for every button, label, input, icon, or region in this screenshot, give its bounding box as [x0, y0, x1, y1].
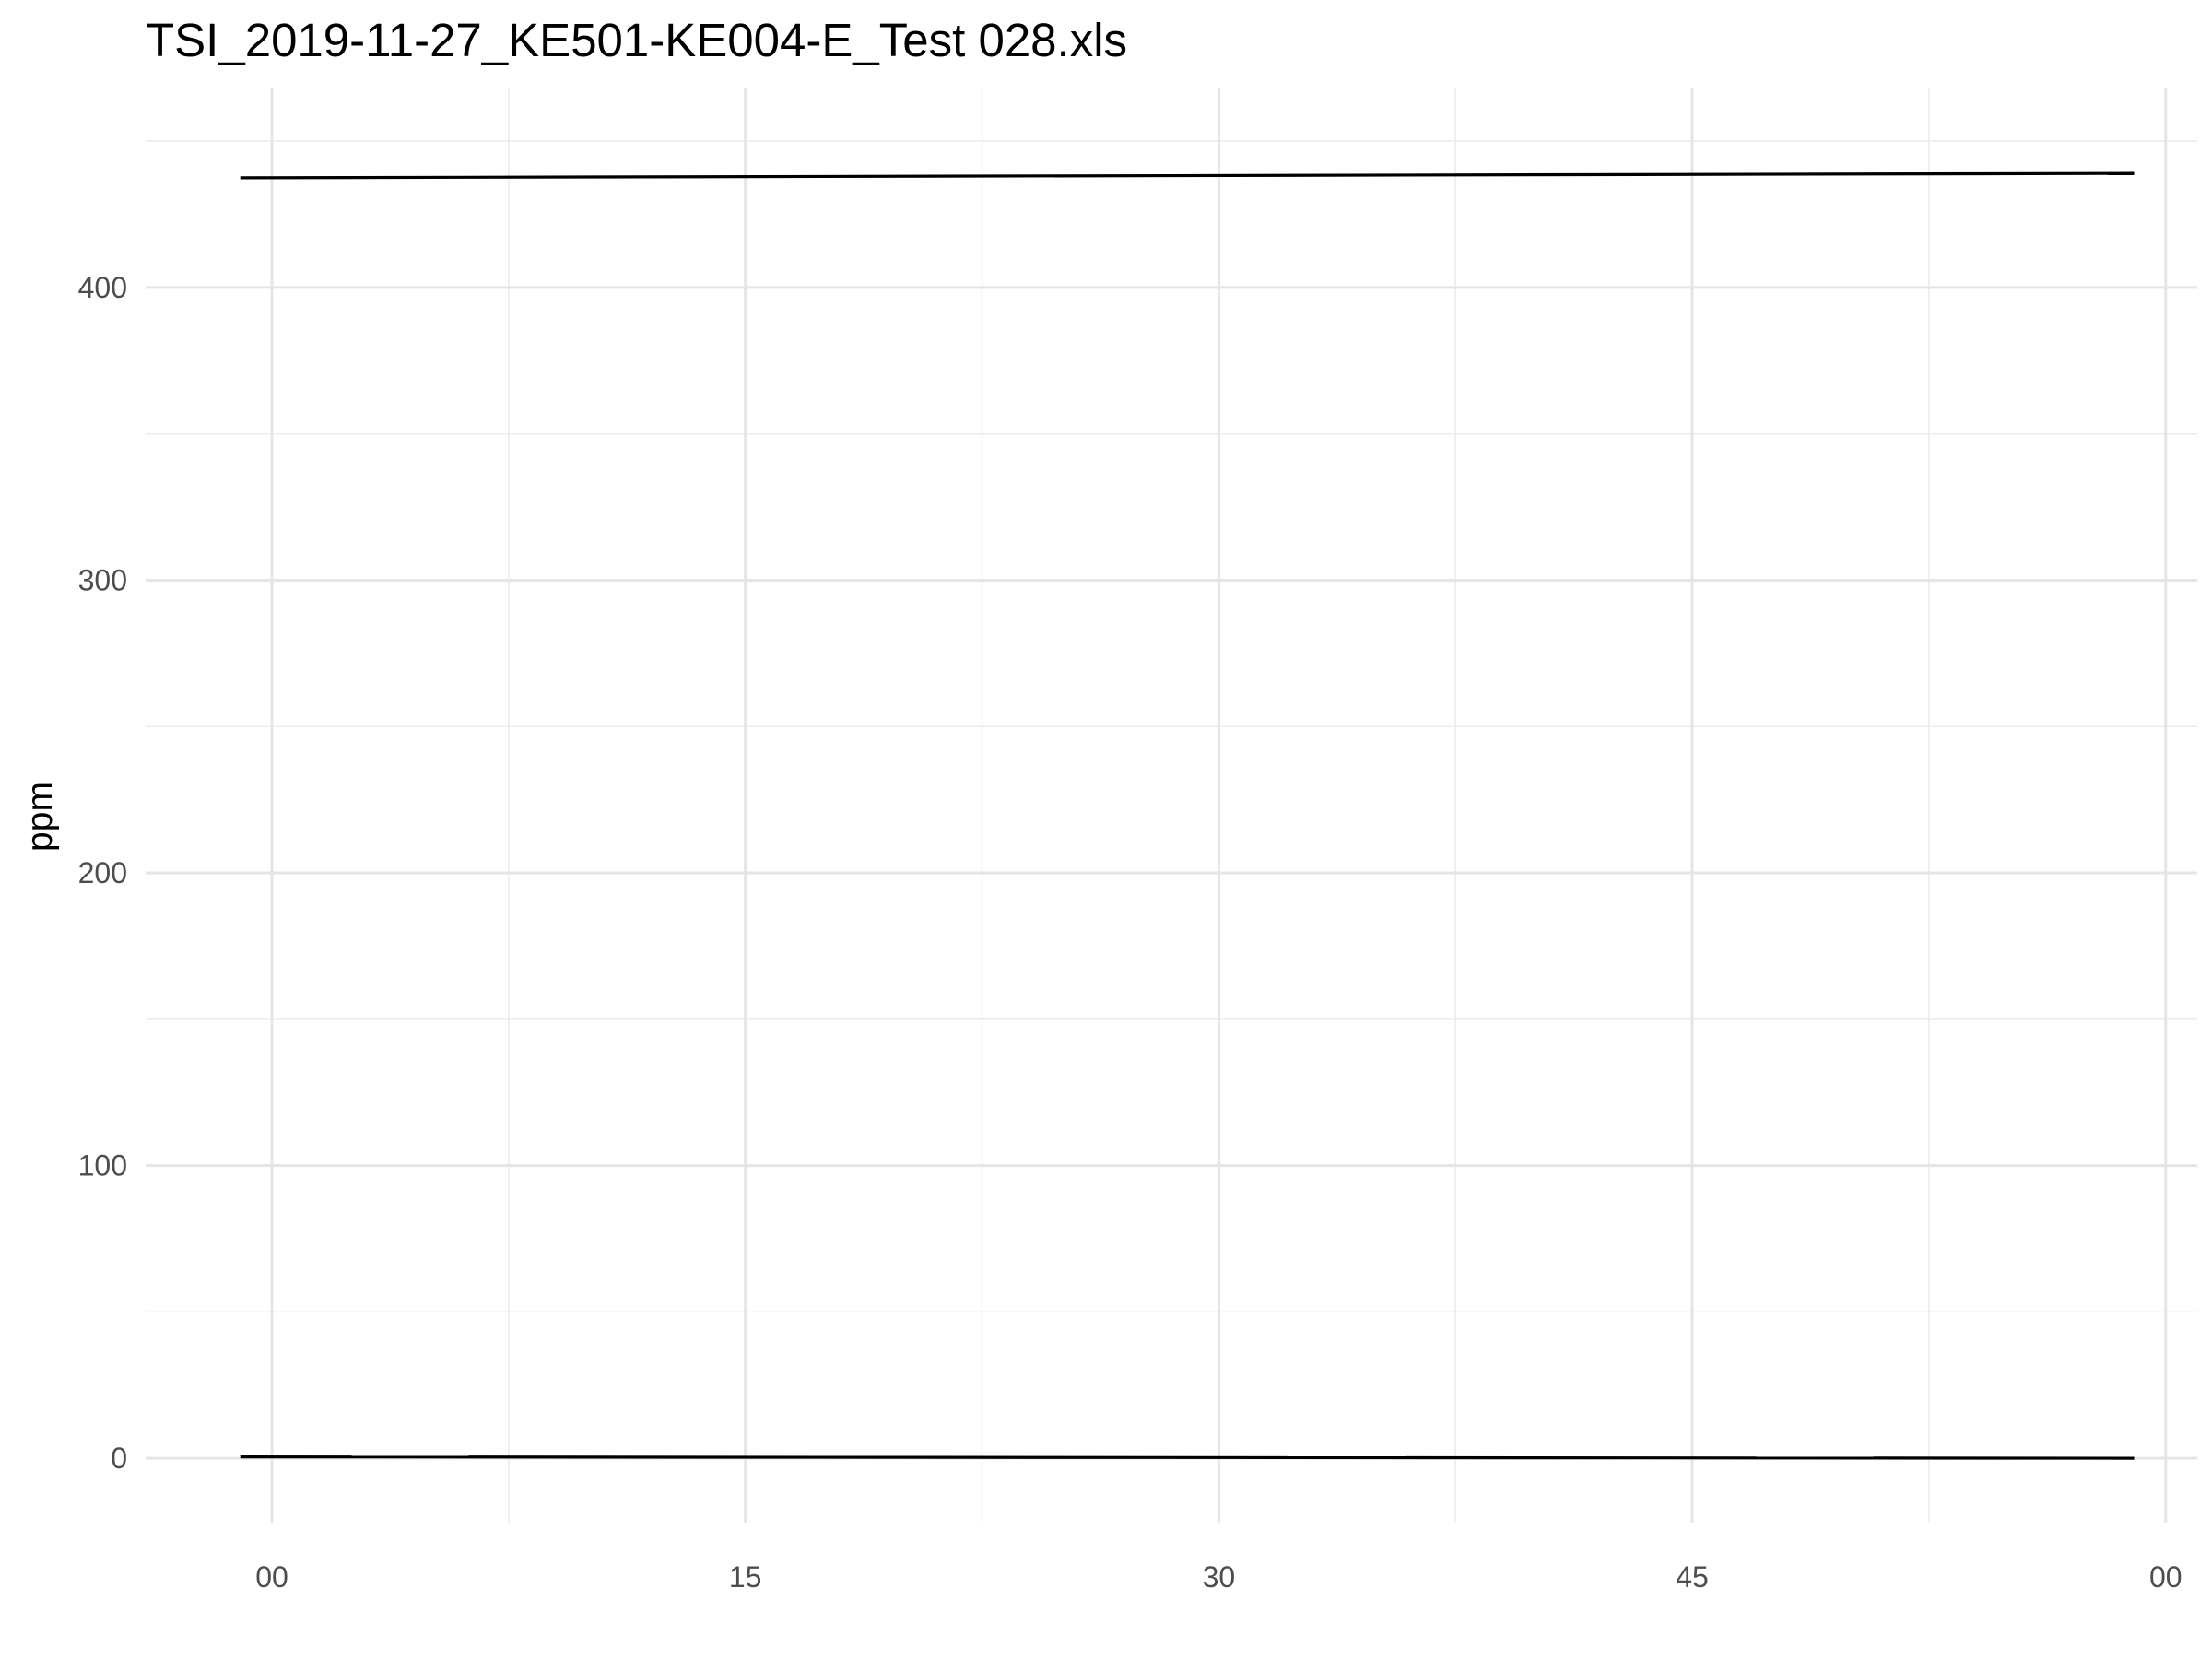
- y-tick-label: 100: [78, 1149, 127, 1182]
- x-tick-label: 15: [729, 1560, 762, 1594]
- x-tick-labels: 00 15 30 45 00: [255, 1560, 2182, 1594]
- minor-gridlines: [146, 88, 2197, 1523]
- y-tick-label: 400: [78, 271, 127, 304]
- series-line-1: [240, 171, 2135, 180]
- series-line-2: [240, 1454, 2135, 1460]
- y-tick-label: 0: [111, 1441, 127, 1475]
- y-tick-label: 200: [78, 856, 127, 889]
- y-tick-labels: 0 100 200 300 400: [78, 271, 127, 1475]
- major-gridlines: [146, 88, 2197, 1523]
- y-tick-label: 300: [78, 563, 127, 596]
- x-tick-label: 00: [2149, 1560, 2183, 1594]
- x-tick-label: 45: [1676, 1560, 1709, 1594]
- series-layer: [240, 171, 2135, 1460]
- x-tick-label: 00: [255, 1560, 288, 1594]
- y-axis-title: ppm: [20, 782, 60, 852]
- x-tick-label: 30: [1203, 1560, 1236, 1594]
- chart-title: TSI_2019-11-27_KE501-KE004-E_Test 028.xl…: [146, 14, 1128, 66]
